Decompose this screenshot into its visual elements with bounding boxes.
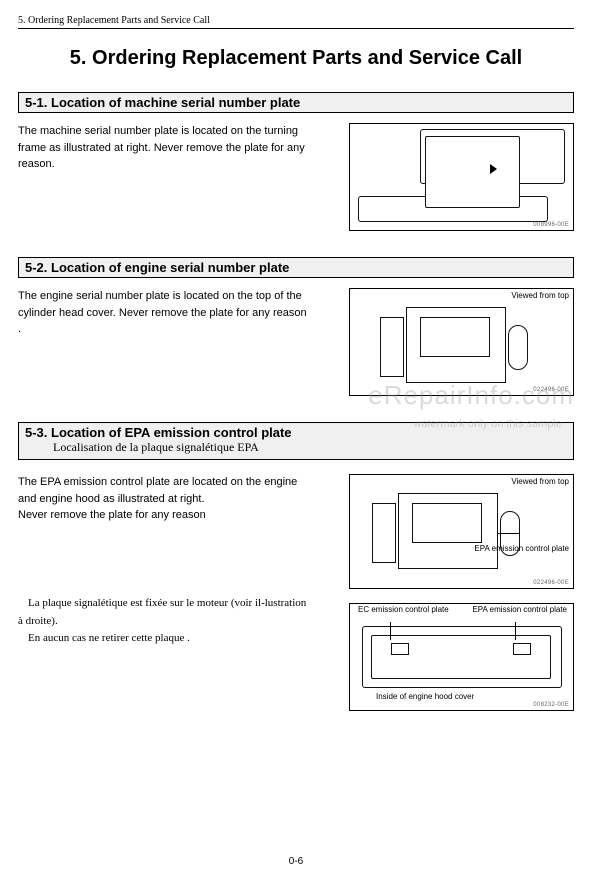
figure-3-epa-engine: Viewed from top EPA emission control pla…: [349, 474, 574, 589]
section-3-body-fr-p1: La plaque signalétique est fixée sur le …: [18, 595, 308, 630]
section-2-block: The engine serial number plate is locate…: [18, 288, 574, 396]
section-3-body-fr-p2: En aucun cas ne retirer cette plaque .: [18, 630, 308, 648]
section-3-block-en: The EPA emission control plate are locat…: [18, 474, 574, 589]
chapter-title: 5. Ordering Replacement Parts and Servic…: [18, 47, 574, 70]
running-head: 5. Ordering Replacement Parts and Servic…: [18, 15, 574, 29]
section-3-heading: 5-3. Location of EPA emission control pl…: [18, 422, 574, 460]
arrow-icon: [490, 164, 497, 174]
section-3-block-fr: La plaque signalétique est fixée sur le …: [18, 595, 574, 711]
section-2-body: The engine serial number plate is locate…: [18, 288, 308, 338]
figure-2-id: 022496-00E: [533, 387, 569, 393]
figure-2-caption: Viewed from top: [511, 291, 569, 300]
figure-2-engine-plate: Viewed from top 022496-00E: [349, 288, 574, 396]
figure-3-id: 022496-00E: [533, 580, 569, 586]
section-3-body-en: The EPA emission control plate are locat…: [18, 474, 308, 524]
section-3-body-en-p2: Never remove the plate for any reason: [18, 507, 308, 524]
figure-3-callout: EPA emission control plate: [474, 545, 569, 554]
section-3-heading-en: 5-3. Location of EPA emission control pl…: [25, 425, 567, 440]
section-1-body: The machine serial number plate is locat…: [18, 123, 308, 173]
figure-3-caption: Viewed from top: [511, 477, 569, 486]
figure-1-id: 008996-00E: [533, 222, 569, 228]
figure-4-callout-right: EPA emission control plate: [472, 606, 567, 615]
figure-4-epa-hood: EC emission control plate EPA emission c…: [349, 603, 574, 711]
section-2-heading: 5-2. Location of engine serial number pl…: [18, 257, 574, 278]
section-3-heading-fr: Localisation de la plaque signalétique E…: [53, 440, 567, 455]
section-3-body-en-p1: The EPA emission control plate are locat…: [18, 474, 308, 507]
figure-1-machine-plate: 008996-00E: [349, 123, 574, 231]
section-1-block: The machine serial number plate is locat…: [18, 123, 574, 231]
section-1-heading: 5-1. Location of machine serial number p…: [18, 92, 574, 113]
page-number: 0-6: [0, 856, 592, 867]
figure-4-bottom-caption: Inside of engine hood cover: [376, 693, 474, 702]
figure-4-callout-left: EC emission control plate: [358, 606, 449, 615]
section-3-body-fr: La plaque signalétique est fixée sur le …: [18, 595, 308, 648]
figure-4-id: 008232-00E: [533, 702, 569, 708]
